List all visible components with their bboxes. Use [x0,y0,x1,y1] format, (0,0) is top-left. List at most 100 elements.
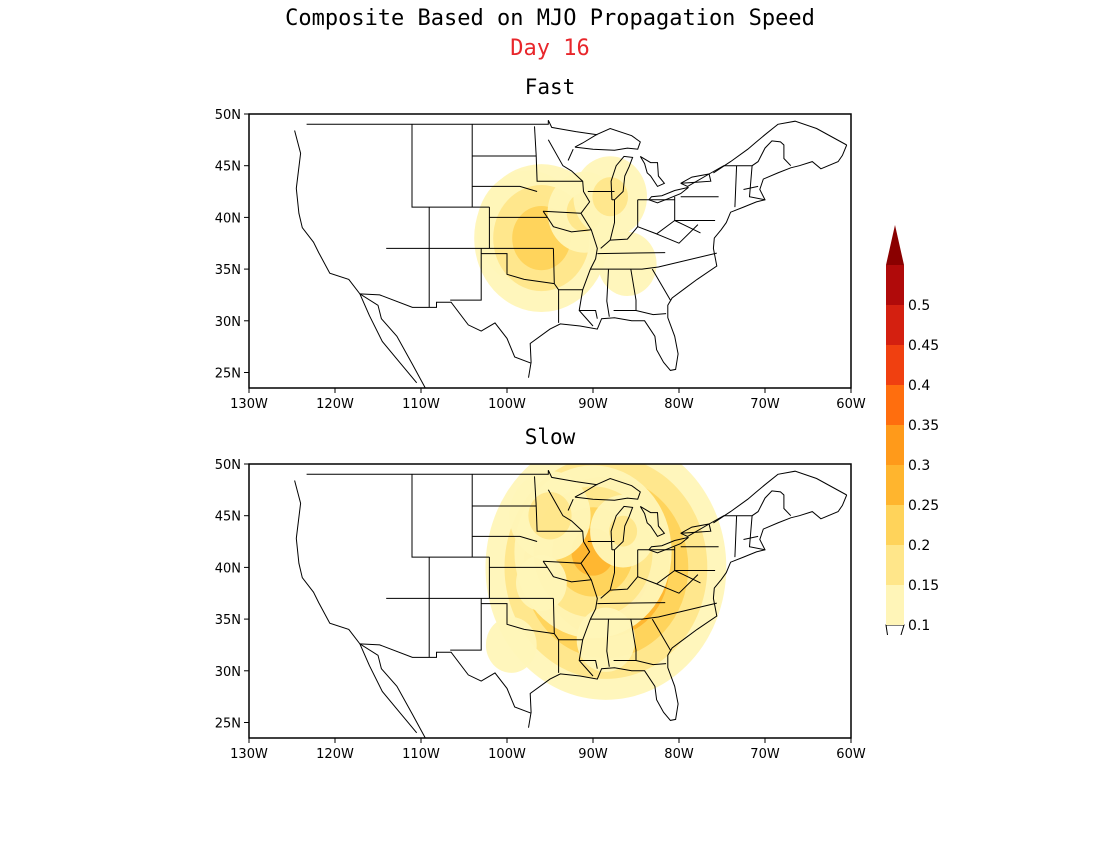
lon-tick-label: 100W [488,747,526,762]
great-lake [610,505,634,551]
anomaly-contour [592,177,628,217]
state-border [609,199,615,241]
great-lake [639,505,666,538]
coastline [359,293,418,384]
state-border [656,574,699,594]
colorbar-segment [886,345,904,385]
colorbar-segment [886,385,904,425]
great-lake [639,155,666,188]
colorbar-label: 0.25 [908,498,939,514]
lat-tick-label: 40N [215,561,241,576]
lon-tick-label: 70W [750,397,780,412]
state-border [674,196,716,221]
state-border [606,269,610,317]
map-content [294,119,848,388]
state-border [579,660,598,669]
state-border [635,310,667,316]
state-border [535,155,583,182]
coastline [713,120,847,174]
state-border [534,126,537,157]
great-lake [680,523,712,534]
state-border [579,310,598,319]
colorbar-label: 0.15 [908,578,939,594]
anomaly-contour [528,491,572,540]
state-border [613,619,637,661]
coastline [306,469,598,486]
lon-tick-label: 70W [750,747,780,762]
lat-tick-label: 50N [215,458,241,473]
state-border [613,269,637,311]
map-frame [248,463,852,739]
anomaly-contour [609,515,638,547]
state-border [674,220,701,234]
river [600,220,675,249]
state-border [481,603,555,635]
state-border [743,185,759,190]
lon-tick-label: 110W [402,397,440,412]
coastline [359,643,418,734]
colorbar-label: 0.1 [908,618,930,634]
figure-subtitle: Day 16 [510,36,590,61]
state-border [748,515,766,551]
great-lake [610,155,634,201]
river [547,489,598,677]
colorbar-segment [886,545,904,585]
coastline [680,490,792,537]
lat-tick-label: 45N [215,160,241,175]
colorbar-segment [886,425,904,465]
lat-tick-label: 25N [215,716,241,731]
map-panel-fast: 50N 45N 40N 35N 30N 25N 130W 120W 110W 100W 90W 80W… [215,108,866,412]
great-lake [648,186,689,204]
map-frame [248,113,852,389]
great-lake [574,127,641,151]
lat-tick-label: 35N [215,263,241,278]
state-border [734,165,738,208]
panel-title-fast: Fast [524,75,576,99]
state-border [609,549,615,591]
state-border [481,253,555,285]
coastline [294,480,426,738]
colorbar-label: 0.4 [908,378,930,394]
state-border [450,248,482,301]
river [542,210,592,233]
state-border [674,570,701,584]
anomaly-contour [598,231,657,297]
lon-tick-label: 110W [402,747,440,762]
colorbar-low-extension [885,624,905,635]
state-border [606,619,610,667]
coastline [528,494,848,728]
state-border [411,474,490,558]
lon-tick-label: 80W [664,747,694,762]
river [542,560,592,583]
lat-tick-label: 50N [215,108,241,123]
coastline [713,470,847,524]
state-border [567,148,574,161]
state-border [472,185,538,192]
lon-tick-label: 60W [836,747,866,762]
state-border [411,124,490,208]
state-border [450,598,482,651]
state-border [534,476,537,507]
coastline [528,144,848,378]
state-border [597,252,666,255]
lon-tick-label: 120W [316,747,354,762]
lon-tick-label: 100W [488,397,526,412]
state-border [656,224,699,244]
state-border [743,535,759,540]
state-border [590,252,717,270]
state-border [543,560,582,564]
lon-tick-label: 120W [316,397,354,412]
coastline [359,293,532,364]
lon-tick-label: 90W [578,397,608,412]
lat-tick-label: 30N [215,665,241,680]
state-border [535,505,583,532]
coastline [359,643,532,714]
state-border [552,248,560,323]
colorbar-segment [886,465,904,505]
map-panel-slow: 50N 45N 40N 35N 30N 25N 130W 120W 110W 100W 90W 80W… [215,458,866,762]
anomaly-contour [485,617,537,673]
great-lake [574,477,641,501]
state-border [635,660,667,666]
colorbar: 0.1 0.15 0.2 0.25 0.3 0.35 0.4 0.45 0.5 [885,225,939,635]
colorbar-segment [886,585,904,625]
